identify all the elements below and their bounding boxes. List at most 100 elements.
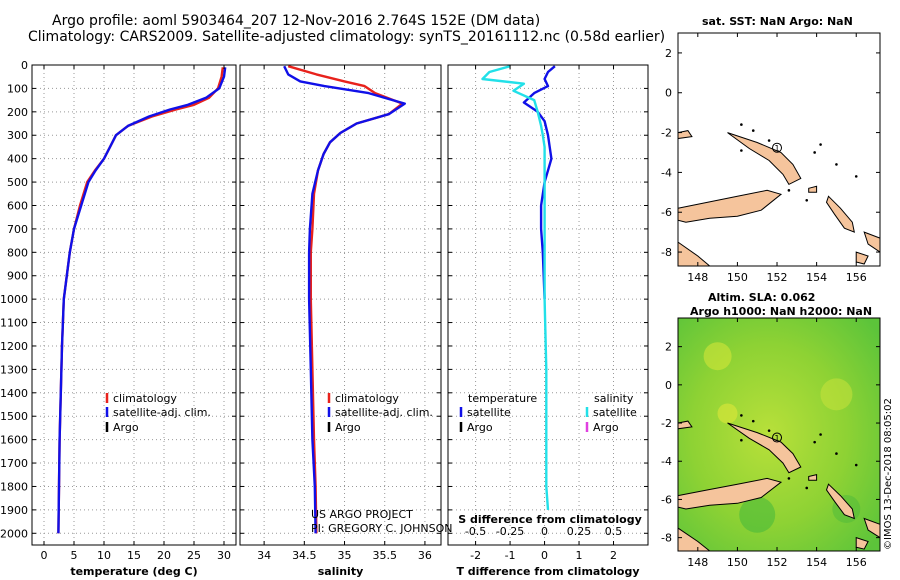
sst-lat-label: -4 bbox=[661, 166, 672, 179]
depth-tick-label: 400 bbox=[7, 153, 28, 166]
depth-tick-label: 1700 bbox=[0, 457, 28, 470]
sla-lat-label: -2 bbox=[661, 417, 672, 430]
sst-islet bbox=[740, 123, 743, 126]
sla-float-marker-label: 1 bbox=[774, 434, 779, 443]
sst-lat-label: 2 bbox=[665, 47, 672, 60]
sst-islet bbox=[854, 175, 858, 178]
salinity-axes-box bbox=[239, 64, 442, 546]
sst-lat-label: 0 bbox=[665, 87, 672, 100]
sla-islet bbox=[767, 429, 771, 432]
temperature-xtick-label: 30 bbox=[217, 549, 231, 562]
temp-legend-climatology-label: climatology bbox=[113, 392, 177, 405]
figure-title-line1: Argo profile: aoml 5903464_207 12-Nov-20… bbox=[52, 13, 541, 29]
difference-top-label: S difference from climatology bbox=[458, 513, 642, 526]
depth-tick-label: 1100 bbox=[0, 317, 28, 330]
temperature-series-satellite-adj-clim- bbox=[57, 67, 227, 534]
sla-lat-label: -4 bbox=[661, 455, 672, 468]
sla-islet bbox=[805, 486, 809, 490]
temperature-xlabel: temperature (deg C) bbox=[70, 565, 197, 578]
depth-tick-label: 900 bbox=[7, 270, 28, 283]
depth-tick-label: 1300 bbox=[0, 363, 28, 376]
sst-islet bbox=[751, 129, 755, 132]
sla-sla-anomaly bbox=[703, 342, 732, 371]
salinity-diff-tick-label: -0.25 bbox=[496, 525, 524, 538]
sst-lat-label: -6 bbox=[661, 206, 672, 219]
sla-land bbox=[855, 536, 869, 550]
difference-series-temperature-satellite bbox=[522, 65, 556, 300]
sla-lon-label: 152 bbox=[767, 556, 788, 569]
temperature-xtick-label: 0 bbox=[41, 549, 48, 562]
sla-lat-label: 2 bbox=[665, 341, 672, 354]
salinity-diff-tick-label: 0.5 bbox=[605, 525, 623, 538]
sst-map-frame bbox=[677, 32, 881, 267]
salinity-diff-tick-label: 0 bbox=[541, 525, 548, 538]
sla-map-frame bbox=[677, 317, 881, 552]
difference-xtick-label: 2 bbox=[610, 549, 617, 562]
depth-tick-label: 700 bbox=[7, 223, 28, 236]
temperature-panel: 0 5 10 15 20 25 30 temperature (deg C) 0 100 200 30… bbox=[0, 59, 237, 578]
difference-xtick-label: 1 bbox=[576, 549, 583, 562]
sla-land bbox=[808, 473, 818, 481]
sst-land bbox=[808, 185, 818, 193]
sst-islet bbox=[813, 151, 816, 154]
difference-series-salinity-satellite bbox=[481, 65, 550, 510]
sst-float-marker bbox=[772, 142, 783, 153]
pi-label: PI: GREGORY C. JOHNSON bbox=[311, 522, 452, 535]
temperature-xtick-label: 5 bbox=[71, 549, 78, 562]
sst-lat-label: -2 bbox=[661, 127, 672, 140]
sla-islet bbox=[740, 414, 743, 417]
sst-islet bbox=[740, 149, 743, 152]
sla-islet bbox=[787, 477, 791, 480]
sst-float-marker-label: 1 bbox=[774, 144, 779, 153]
depth-tick-label: 300 bbox=[7, 129, 28, 142]
sst-islet bbox=[819, 143, 822, 146]
sla-float-marker bbox=[772, 432, 783, 443]
sla-lon-label: 154 bbox=[806, 556, 827, 569]
sal-legend-satellite-label: satellite-adj. clim. bbox=[335, 406, 433, 419]
sla-map-title-2: Argo h1000: NaN h2000: NaN bbox=[690, 305, 873, 318]
depth-tick-label: 800 bbox=[7, 246, 28, 259]
temp-legend-argo-label: Argo bbox=[113, 421, 139, 434]
depth-tick-label: 1200 bbox=[0, 340, 28, 353]
difference-xtick-label: -2 bbox=[470, 549, 481, 562]
depth-tick-label: 100 bbox=[7, 82, 28, 95]
salinity-diff-tick-label: -0.5 bbox=[465, 525, 486, 538]
depth-tick-label: 1800 bbox=[0, 480, 28, 493]
sla-lon-label: 148 bbox=[687, 556, 708, 569]
sla-islet bbox=[819, 433, 822, 436]
sla-land bbox=[727, 422, 802, 474]
sla-sla-anomaly bbox=[820, 378, 853, 411]
diff-legend-temperature-title: temperature bbox=[468, 392, 537, 405]
salinity-xlabel: salinity bbox=[318, 565, 364, 578]
diff-legend-salinity-title: salinity bbox=[594, 392, 634, 405]
difference-xlabel: T difference from climatology bbox=[456, 565, 639, 578]
sst-lon-label: 148 bbox=[687, 271, 708, 284]
sal-legend-climatology-label: climatology bbox=[335, 392, 399, 405]
sla-lon-label: 150 bbox=[727, 556, 748, 569]
temperature-xtick-label: 25 bbox=[187, 549, 201, 562]
sla-lat-label: -6 bbox=[661, 493, 672, 506]
sla-sla-anomaly bbox=[717, 403, 738, 424]
salinity-xtick-label: 34 bbox=[257, 549, 271, 562]
salinity-xtick-label: 34.5 bbox=[292, 549, 317, 562]
sst-lat-label: -8 bbox=[661, 246, 672, 259]
sla-land bbox=[677, 477, 783, 510]
sst-islet bbox=[805, 198, 809, 202]
sst-lon-label: 154 bbox=[806, 271, 827, 284]
sst-lon-label: 150 bbox=[727, 271, 748, 284]
sla-islet bbox=[835, 452, 838, 455]
temp-legend-satellite-label: satellite-adj. clim. bbox=[113, 406, 211, 419]
sla-map-title-1: Altim. SLA: 0.062 bbox=[708, 291, 816, 304]
difference-panel: -2 -1 0 1 2 T difference from climatology -0.5… bbox=[447, 64, 649, 578]
diff-legend-sal-satellite-label: satellite bbox=[593, 406, 637, 419]
depth-tick-label: 2000 bbox=[0, 527, 28, 540]
sst-map: 1 148 150 152 154 156 2 0 -2 -4 -6 -8 bbox=[661, 32, 881, 284]
sla-land bbox=[825, 483, 855, 520]
salinity-series-climatology bbox=[287, 65, 404, 534]
sla-islet bbox=[751, 419, 755, 423]
salinity-diff-tick-label: 0.25 bbox=[567, 525, 592, 538]
temperature-xtick-label: 20 bbox=[157, 549, 171, 562]
temperature-xtick-label: 15 bbox=[127, 549, 141, 562]
difference-xtick-label: -1 bbox=[505, 549, 516, 562]
sst-islet bbox=[767, 139, 771, 142]
